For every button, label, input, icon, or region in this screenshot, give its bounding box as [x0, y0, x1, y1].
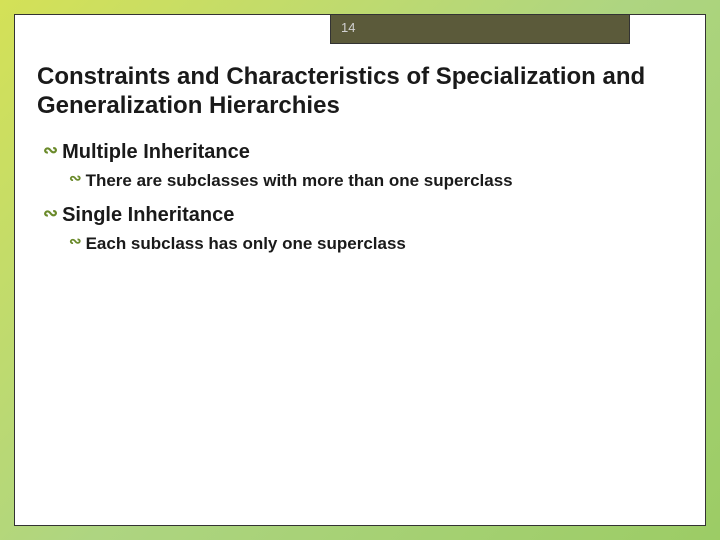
slide-number-tab: 14 — [330, 14, 630, 44]
bullet-text: Single Inheritance — [62, 202, 234, 228]
bullet-icon: ∾ — [43, 139, 58, 162]
bullet-icon: ∾ — [69, 169, 82, 190]
bullet-text: Each subclass has only one superclass — [86, 232, 406, 256]
bullet-sub-item: ∾ Each subclass has only one superclass — [69, 232, 683, 256]
bullet-text: Multiple Inheritance — [62, 139, 250, 165]
slide-title: Constraints and Characteristics of Speci… — [37, 63, 683, 121]
bullet-icon: ∾ — [43, 202, 58, 225]
bullet-sub-item: ∾ There are subclasses with more than on… — [69, 169, 683, 193]
bullet-icon: ∾ — [69, 232, 82, 253]
bullet-item: ∾ Multiple Inheritance — [43, 139, 683, 165]
bullet-item: ∾ Single Inheritance — [43, 202, 683, 228]
bullet-text: There are subclasses with more than one … — [86, 169, 513, 193]
slide-content: Constraints and Characteristics of Speci… — [15, 15, 705, 288]
slide-container: 14 Constraints and Characteristics of Sp… — [14, 14, 706, 526]
slide-number: 14 — [341, 20, 355, 35]
